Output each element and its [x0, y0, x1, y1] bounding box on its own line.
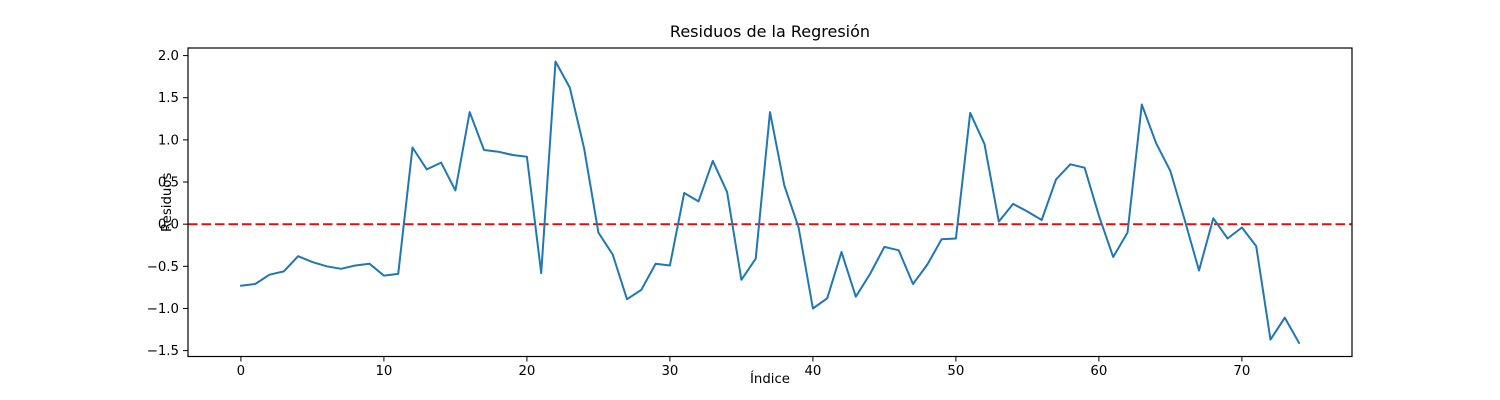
y-tick-label: −1.5	[147, 344, 179, 359]
y-tick-label: −1.0	[147, 302, 179, 317]
x-tick-label: 60	[1090, 364, 1107, 379]
x-tick-label: 70	[1233, 364, 1250, 379]
y-tick-label: 2.0	[158, 49, 179, 64]
residuals-line	[239, 60, 1301, 344]
y-tick-label: −0.5	[147, 260, 179, 275]
y-tick-label: 1.0	[158, 133, 179, 148]
chart-title: Residuos de la Regresión	[669, 22, 871, 41]
x-tick-label: 20	[518, 364, 535, 379]
x-tick-label: 10	[375, 364, 392, 379]
axes-frame	[187, 47, 1353, 358]
x-tick-label: 30	[661, 364, 678, 379]
x-tick-label: 0	[237, 364, 245, 379]
y-tick-label: 0.0	[158, 218, 179, 233]
x-tick-label: 50	[947, 364, 964, 379]
y-tick-label: 0.5	[158, 176, 179, 191]
x-axis-label: Índice	[750, 372, 790, 387]
x-tick-label: 40	[804, 364, 821, 379]
y-tick-label: 1.5	[158, 91, 179, 106]
y-axis-label: Residuos	[160, 172, 175, 232]
